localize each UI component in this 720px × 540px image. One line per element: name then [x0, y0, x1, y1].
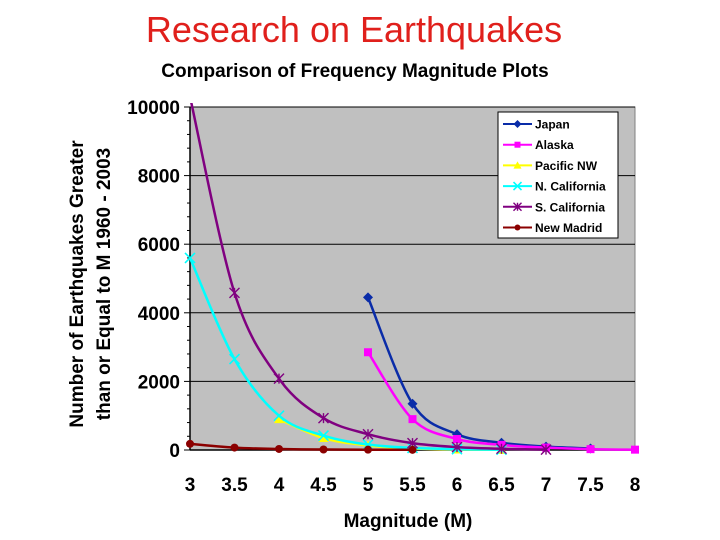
data-point [513, 120, 522, 128]
data-point [317, 430, 330, 442]
data-point [407, 398, 418, 409]
data-point [513, 161, 522, 169]
x-tick-label: 5.5 [399, 475, 426, 496]
data-point [512, 181, 523, 191]
data-point [408, 415, 417, 424]
data-point [451, 441, 463, 453]
data-point [453, 435, 461, 444]
x-tick-label: 4.5 [310, 475, 337, 496]
y-axis-title: Number of Earthquakes Greater than or Eq… [67, 140, 115, 428]
data-point [275, 444, 283, 453]
y-axis-title-line-1: Number of Earthquakes Greater [67, 140, 88, 428]
legend-label: Japan [535, 118, 570, 132]
legend-item: Pacific NW [503, 159, 598, 173]
data-point [229, 287, 240, 299]
data-point [364, 445, 372, 454]
data-point [496, 443, 507, 455]
data-point [514, 141, 521, 148]
data-point [513, 202, 522, 212]
legend-label: S. California [535, 200, 605, 214]
legend-box [497, 111, 619, 239]
x-tick-labels: 3 3.5 4 4.5 5 5.5 6 6.5 7 7.5 8 [185, 475, 641, 496]
series-layer [184, 92, 639, 456]
legend-label: Pacific NW [535, 159, 598, 173]
chart-title: Comparison of Frequency Magnitude Plots [161, 61, 548, 82]
x-tick-label: 6.5 [488, 475, 515, 496]
y-tick-label: 6000 [138, 235, 180, 256]
data-point [274, 414, 284, 424]
slide-title: Research on Earthquakes [145, 9, 563, 50]
data-point [318, 412, 329, 424]
x-tick-label: 4 [274, 475, 285, 496]
x-tick-label: 7 [541, 475, 552, 496]
data-point [408, 445, 417, 454]
y-tick-label: 10000 [127, 98, 180, 119]
x-axis-title: Magnitude (M) [344, 511, 473, 532]
data-point [586, 445, 595, 454]
data-point [230, 443, 239, 452]
data-point [185, 92, 195, 102]
data-point [318, 432, 329, 442]
legend-item: New Madrid [503, 221, 602, 235]
data-point [363, 292, 373, 303]
x-tick-label: 6 [452, 475, 463, 496]
legend-label: New Madrid [535, 221, 602, 235]
legend-item: N. California [503, 180, 606, 194]
series-s-california [185, 92, 552, 456]
data-point [631, 445, 639, 454]
data-point [273, 410, 285, 422]
data-point [186, 439, 194, 448]
data-point [273, 373, 285, 385]
x-tick-label: 3 [185, 475, 196, 496]
legend-item: S. California [503, 200, 605, 214]
legend: Japan Alaska Pacific NW N. California S. Cal… [497, 111, 619, 239]
y-tick-label: 8000 [138, 167, 180, 188]
x-tick-label: 5 [363, 475, 374, 496]
legend-item: Alaska [503, 138, 574, 152]
data-point [228, 353, 241, 365]
legend-label: N. California [535, 180, 606, 194]
legend-label: Alaska [535, 138, 574, 152]
x-tick-label: 8 [630, 475, 641, 496]
y-tick-labels: 0 2000 4000 6000 8000 10000 [127, 98, 180, 462]
x-tick-label: 3.5 [221, 475, 248, 496]
series-line [190, 103, 547, 451]
y-axis-title-line-2: than or Equal to M 1960 - 2003 [94, 148, 115, 420]
y-tick-label: 0 [169, 441, 180, 462]
y-tick-label: 4000 [138, 304, 180, 325]
legend-item: Japan [503, 118, 570, 132]
data-point [514, 224, 521, 231]
series-new-madrid [186, 439, 417, 454]
y-tick-label: 2000 [138, 372, 180, 393]
x-tick-label: 7.5 [577, 475, 604, 496]
data-point [319, 445, 328, 454]
data-point [540, 444, 552, 456]
data-point [362, 428, 374, 440]
data-point [364, 348, 372, 357]
data-point [184, 252, 196, 264]
